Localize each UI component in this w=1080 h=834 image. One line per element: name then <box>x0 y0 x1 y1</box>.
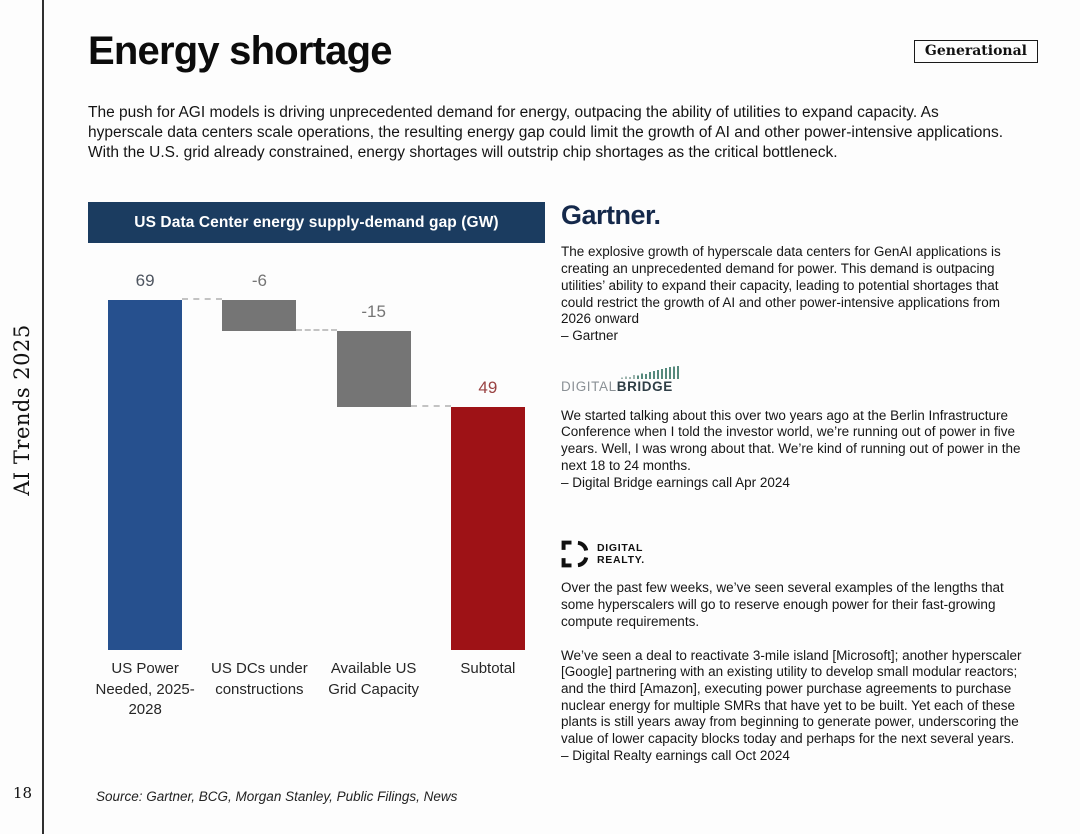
digitalrealty-brackets-icon <box>561 540 589 568</box>
page-content: Energy shortage Generational The push fo… <box>88 0 1038 765</box>
generational-badge: Generational <box>913 40 1038 63</box>
intro-paragraph: The push for AGI models is driving unpre… <box>88 104 1004 162</box>
digitalrealty-logo-line1: DIGITAL <box>597 542 644 555</box>
digitalrealty-logo-line2: REALTY. <box>597 554 645 567</box>
page-number: 18 <box>13 784 33 802</box>
waterfall-connector-line <box>182 298 223 301</box>
chart-category-label: US DCs under constructions <box>211 660 308 698</box>
digitalbridge-logo-digital: DIGITAL <box>561 378 617 394</box>
chart-category-label: Available US Grid Capacity <box>328 660 420 698</box>
waterfall-chart: US Data Center energy supply-demand gap … <box>88 202 545 764</box>
page-title: Energy shortage <box>88 29 392 73</box>
waterfall-bar <box>222 300 297 331</box>
waterfall-bar <box>450 406 525 651</box>
quotes-column: Gartner. The explosive growth of hypersc… <box>561 202 1025 764</box>
report-vertical-title: AI Trends 2025 <box>10 324 34 496</box>
digitalbridge-logo-text: DIGITALBRIDGE <box>561 378 683 395</box>
digitalrealty-quote-text-1: Over the past few weeks, we’ve seen seve… <box>561 580 1004 629</box>
digitalbridge-logo: DIGITALBRIDGE <box>561 365 683 395</box>
source-line: Source: Gartner, BCG, Morgan Stanley, Pu… <box>96 789 458 804</box>
digitalrealty-logo: DIGITAL REALTY. <box>561 540 1025 568</box>
chart-category-label: Subtotal <box>460 660 516 678</box>
waterfall-bar <box>108 300 183 651</box>
digitalbridge-quote-attribution: – Digital Bridge earnings call Apr 2024 <box>561 474 790 490</box>
gartner-logo: Gartner. <box>561 200 661 231</box>
gartner-quote-text: The explosive growth of hyperscale data … <box>561 244 1001 327</box>
waterfall-connector-line <box>410 404 451 407</box>
digitalbridge-bars-icon <box>621 365 679 379</box>
waterfall-bar-value-label: -6 <box>251 271 267 291</box>
waterfall-bar-value-label: 49 <box>478 377 498 397</box>
main-columns: US Data Center energy supply-demand gap … <box>88 202 1038 764</box>
chart-title-banner: US Data Center energy supply-demand gap … <box>88 202 545 244</box>
digitalbridge-quote-text: We started talking about this over two y… <box>561 407 1021 473</box>
waterfall-plot: 69 -6 -15 49 <box>88 243 545 651</box>
digitalrealty-logo-text: DIGITAL REALTY. <box>597 542 645 566</box>
waterfall-bar-value-label: -15 <box>361 301 386 321</box>
digitalrealty-quote-attribution: – Digital Realty earnings call Oct 2024 <box>561 747 790 763</box>
waterfall-bar-value-label: 69 <box>135 271 155 291</box>
waterfall-connector-line <box>296 328 337 331</box>
sidebar-divider-line <box>42 0 44 834</box>
gartner-quote-attribution: – Gartner <box>561 328 619 344</box>
chart-category-label: US Power Needed, 2025-2028 <box>95 660 195 718</box>
header-row: Energy shortage Generational <box>88 30 1038 72</box>
digitalrealty-quote-text-2: We’ve seen a deal to reactivate 3-mile i… <box>561 647 1022 747</box>
waterfall-bar <box>336 330 411 407</box>
chart-category-labels: US Power Needed, 2025-2028 US DCs under c… <box>88 659 545 720</box>
digitalbridge-logo-bridge: BRIDGE <box>616 378 673 394</box>
